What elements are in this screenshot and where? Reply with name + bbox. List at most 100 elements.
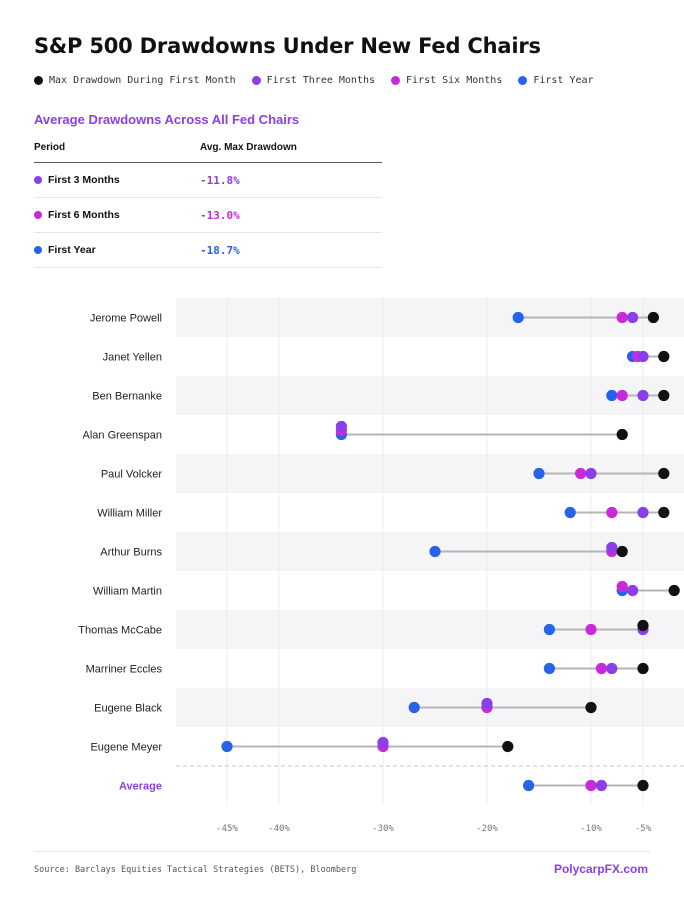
category-label: Arthur Burns — [100, 547, 162, 559]
data-point — [481, 697, 493, 710]
row-stripe — [176, 376, 684, 415]
data-point — [606, 506, 618, 519]
data-point — [637, 350, 649, 363]
footer-divider — [34, 851, 650, 852]
data-point — [668, 584, 680, 597]
period-cell: First Year — [34, 244, 200, 256]
chart-title: S&P 500 Drawdowns Under New Fed Chairs — [34, 34, 541, 58]
data-point — [585, 623, 597, 636]
data-point — [575, 467, 587, 480]
data-point — [595, 662, 608, 675]
data-point — [627, 584, 639, 597]
category-label: Ben Bernanke — [92, 391, 162, 403]
period-label: First Year — [48, 244, 96, 256]
x-tick-label: -40% — [268, 824, 290, 834]
data-point — [585, 467, 597, 480]
legend-label-first-month: Max Drawdown During First Month — [49, 75, 236, 86]
data-point — [543, 623, 556, 636]
value-cell: -18.7% — [200, 243, 240, 257]
x-tick-label: -30% — [372, 824, 394, 834]
data-point — [616, 580, 628, 593]
data-point — [408, 701, 420, 714]
data-point — [523, 779, 535, 792]
category-label: Alan Greenspan — [83, 430, 163, 442]
x-tick-label: -5% — [635, 824, 652, 834]
category-label: Average — [119, 781, 162, 793]
data-point — [647, 311, 660, 324]
category-label: Janet Yellen — [103, 352, 162, 364]
data-point — [564, 506, 576, 519]
column-header-period: Period — [34, 142, 66, 153]
data-point — [606, 662, 618, 675]
data-point — [637, 779, 649, 792]
data-point — [595, 779, 608, 792]
period-dot — [34, 176, 42, 184]
brand-link[interactable]: PolycarpFX.com — [553, 862, 648, 876]
x-tick-label: -10% — [580, 824, 602, 834]
data-point — [429, 545, 441, 558]
column-header-avg-drawdown: Avg. Max Drawdown — [200, 142, 297, 153]
category-label: William Martin — [93, 586, 162, 598]
average-drawdown-table: Period Avg. Max Drawdown First 3 Months … — [34, 142, 382, 268]
table-row: First 6 Months -13.0% — [34, 198, 382, 233]
data-point — [637, 662, 649, 675]
data-point — [637, 619, 649, 632]
data-point — [616, 311, 628, 324]
category-label: Marriner Eccles — [86, 664, 163, 676]
legend-item-first-year: First Year — [518, 75, 594, 86]
data-point — [335, 420, 347, 433]
table-row: First Year -18.7% — [34, 233, 382, 268]
data-point — [512, 311, 524, 324]
data-point — [616, 389, 628, 402]
data-point — [616, 428, 628, 441]
data-point — [658, 389, 670, 402]
legend-item-first-month: Max Drawdown During First Month — [34, 75, 236, 86]
value-cell: -13.0% — [200, 208, 240, 222]
data-point — [585, 779, 597, 792]
period-label: First 3 Months — [48, 174, 120, 186]
legend: Max Drawdown During First Month First Th… — [34, 75, 610, 86]
data-point — [543, 662, 556, 675]
category-label: Jerome Powell — [90, 313, 162, 325]
legend-dot-six-months — [391, 76, 401, 85]
data-point — [627, 311, 639, 324]
data-point — [606, 541, 618, 554]
period-dot — [34, 246, 42, 254]
legend-item-three-months: First Three Months — [251, 75, 376, 86]
x-tick-label: -20% — [476, 824, 498, 834]
data-point — [377, 736, 389, 749]
data-point — [637, 506, 649, 519]
table-header-row: Period Avg. Max Drawdown — [34, 142, 382, 163]
data-point — [616, 545, 628, 558]
x-tick-label: -45% — [216, 824, 238, 834]
category-label: Eugene Meyer — [90, 742, 162, 754]
value-cell: -11.8% — [200, 173, 240, 187]
category-label: Paul Volcker — [101, 469, 162, 481]
legend-label-three-months: First Three Months — [266, 75, 376, 86]
data-point — [637, 389, 649, 402]
category-label: Eugene Black — [94, 703, 162, 715]
data-point — [658, 506, 670, 519]
legend-label-six-months: First Six Months — [406, 75, 503, 86]
period-cell: First 6 Months — [34, 209, 200, 221]
legend-item-six-months: First Six Months — [391, 75, 502, 86]
data-point — [606, 389, 618, 402]
table-row: First 3 Months -11.8% — [34, 163, 382, 198]
period-cell: First 3 Months — [34, 174, 200, 186]
legend-label-first-year: First Year — [533, 75, 594, 86]
legend-dot-three-months — [251, 76, 261, 85]
data-point — [502, 740, 514, 753]
data-point — [585, 701, 597, 714]
legend-dot-first-month — [34, 76, 43, 85]
data-point — [658, 350, 670, 363]
source-note: Source: Barclays Equities Tactical Strat… — [34, 865, 357, 875]
dumbbell-chart: Jerome Powell Janet Yellen Ben Bernanke Ala… — [78, 298, 684, 834]
period-label: First 6 Months — [48, 209, 120, 221]
data-point — [533, 467, 545, 480]
data-point — [221, 740, 233, 753]
data-point — [658, 467, 670, 480]
legend-dot-first-year — [518, 76, 528, 85]
period-dot — [34, 211, 42, 219]
category-label: William Miller — [97, 508, 162, 520]
category-label: Thomas McCabe — [78, 625, 162, 637]
